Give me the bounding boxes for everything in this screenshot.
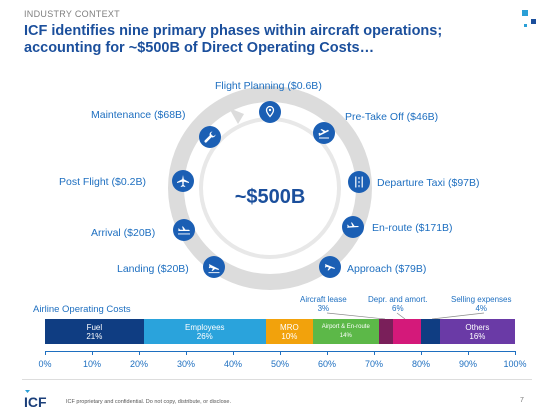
map-pin-icon xyxy=(259,101,281,123)
cost-segment: Employees 26% xyxy=(143,319,266,344)
phase-label-departure-taxi: Departure Taxi ($97B) xyxy=(377,177,480,189)
axis-tick-label: 60% xyxy=(317,359,336,369)
callout-selling-expenses: Selling expenses 4% xyxy=(451,295,511,313)
cost-segment: Others 16% xyxy=(439,319,515,344)
axis-tick-label: 30% xyxy=(176,359,195,369)
callout-name: Selling expenses xyxy=(451,295,512,304)
axis-tick-mark xyxy=(421,351,422,355)
phase-label-arrival: Arrival ($20B) xyxy=(91,227,156,239)
cycle-arrow-head xyxy=(229,108,244,124)
callout-pct: 4% xyxy=(475,304,488,313)
axis-tick-mark xyxy=(280,351,281,355)
axis-tick-mark xyxy=(515,351,516,355)
cost-segment xyxy=(392,319,421,344)
phase-label-landing: Landing ($20B) xyxy=(117,263,189,275)
axis-tick-mark xyxy=(233,351,234,355)
landing-plane-icon xyxy=(203,256,225,278)
segment-name: MRO xyxy=(280,322,299,332)
callout-aircraft-lease: Aircraft lease 3% xyxy=(300,295,347,313)
phase-label-flight-planning: Flight Planning ($0.6B) xyxy=(215,80,322,92)
segment-name: Others xyxy=(465,322,490,332)
axis-tick-label: 10% xyxy=(82,359,101,369)
runway-icon xyxy=(348,171,370,193)
phase-label-en-route: En-route ($171B) xyxy=(372,222,453,234)
cost-segment: MRO 10% xyxy=(265,319,313,344)
axis-tick-mark xyxy=(327,351,328,355)
footer-divider xyxy=(22,379,532,380)
segment-pct: 16% xyxy=(469,331,486,341)
airplane-icon xyxy=(342,216,364,238)
segment-pct: 21% xyxy=(86,331,103,341)
callout-leaders xyxy=(326,312,485,320)
callout-pct: 6% xyxy=(392,304,404,313)
plane-icon xyxy=(172,170,194,192)
segment-name: Airport & En-route xyxy=(321,323,370,330)
cost-segment xyxy=(378,319,393,344)
axis-tick-label: 80% xyxy=(411,359,430,369)
segment-pct: 14% xyxy=(339,332,352,339)
wrench-icon xyxy=(199,126,221,148)
axis-tick-label: 20% xyxy=(129,359,148,369)
cost-segment: Fuel 21% xyxy=(45,319,144,344)
segment-pct: 26% xyxy=(196,331,213,341)
phase-label-maintenance: Maintenance ($68B) xyxy=(91,109,186,121)
axis-tick-mark xyxy=(45,351,46,355)
axis-tick-label: 50% xyxy=(270,359,289,369)
logo-text: ICF xyxy=(24,394,47,410)
footer-disclaimer: ICF proprietary and confidential. Do not… xyxy=(66,399,231,405)
axis-tick-mark xyxy=(139,351,140,355)
phase-label-approach: Approach ($79B) xyxy=(347,263,427,275)
axis-tick-label: 0% xyxy=(38,359,52,369)
axis-tick-mark xyxy=(374,351,375,355)
axis-tick-label: 40% xyxy=(223,359,242,369)
callout-pct: 3% xyxy=(317,304,330,313)
axis-tick-label: 90% xyxy=(458,359,477,369)
phase-label-post-flight: Post Flight ($0.2B) xyxy=(59,176,146,188)
takeoff-plane-icon xyxy=(313,122,335,144)
slide-title: ICF identifies nine primary phases withi… xyxy=(24,23,443,56)
arrival-plane-icon xyxy=(173,219,195,241)
icf-logo: ICF xyxy=(22,386,62,410)
callout-name: Aircraft lease xyxy=(300,295,347,304)
phase-label-pre-take-off: Pre-Take Off ($46B) xyxy=(345,111,439,123)
axis-tick-mark xyxy=(468,351,469,355)
cost-bar-title: Airline Operating Costs xyxy=(33,304,131,315)
cost-segment: Airport & En-route 14% xyxy=(312,319,379,344)
axis-tick-label: 100% xyxy=(503,359,527,369)
segment-name: Fuel xyxy=(86,322,103,332)
callout-name: Depr. and amort. xyxy=(368,295,428,304)
segment-pct: 10% xyxy=(281,331,298,341)
eyebrow-label: INDUSTRY CONTEXT xyxy=(24,9,120,19)
segment-name: Employees xyxy=(184,322,225,332)
page-number: 7 xyxy=(520,397,524,404)
total-cost-value: ~$500B xyxy=(234,186,306,208)
approach-plane-icon xyxy=(319,256,341,278)
axis-tick-label: 70% xyxy=(364,359,383,369)
axis-tick-mark xyxy=(92,351,93,355)
cost-segment xyxy=(421,319,440,344)
axis-tick-mark xyxy=(186,351,187,355)
callout-depreciation: Depr. and amort. 6% xyxy=(368,295,428,313)
